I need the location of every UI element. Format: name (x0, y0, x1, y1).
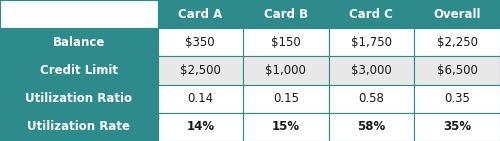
Text: Card A: Card A (178, 8, 222, 21)
Text: $150: $150 (271, 36, 300, 49)
Bar (158, 28, 243, 56)
Text: Card B: Card B (264, 8, 308, 21)
Bar (328, 56, 414, 85)
Bar (414, 0, 500, 28)
Text: 14%: 14% (186, 120, 214, 133)
Bar (0, 85, 158, 113)
Text: 15%: 15% (272, 120, 300, 133)
Text: $2,250: $2,250 (436, 36, 478, 49)
Bar (328, 0, 414, 28)
Text: $6,500: $6,500 (436, 64, 478, 77)
Bar (0, 28, 158, 56)
Bar (243, 113, 328, 141)
Bar (0, 0, 158, 28)
Bar (0, 113, 158, 141)
Text: 0.14: 0.14 (187, 92, 214, 105)
Bar (0, 56, 158, 85)
Bar (243, 56, 328, 85)
Text: Credit Limit: Credit Limit (40, 64, 118, 77)
Bar (328, 113, 414, 141)
Bar (158, 113, 243, 141)
Text: 35%: 35% (443, 120, 471, 133)
Bar (243, 28, 328, 56)
Text: $3,000: $3,000 (351, 64, 392, 77)
Text: 0.58: 0.58 (358, 92, 384, 105)
Text: 0.15: 0.15 (273, 92, 299, 105)
Text: Overall: Overall (433, 8, 481, 21)
Bar (414, 113, 500, 141)
Bar (414, 56, 500, 85)
Bar (243, 85, 328, 113)
Text: $1,750: $1,750 (351, 36, 392, 49)
Bar (328, 28, 414, 56)
Text: $2,500: $2,500 (180, 64, 220, 77)
Text: $1,000: $1,000 (266, 64, 306, 77)
Text: Utilization Rate: Utilization Rate (27, 120, 130, 133)
Text: Card C: Card C (350, 8, 393, 21)
Bar (243, 0, 328, 28)
Text: 58%: 58% (357, 120, 386, 133)
Bar (158, 56, 243, 85)
Text: 0.35: 0.35 (444, 92, 470, 105)
Text: Utilization Ratio: Utilization Ratio (25, 92, 132, 105)
Bar (328, 85, 414, 113)
Bar (414, 85, 500, 113)
Text: $350: $350 (186, 36, 215, 49)
Bar (158, 85, 243, 113)
Bar (414, 28, 500, 56)
Bar (158, 0, 243, 28)
Text: Balance: Balance (52, 36, 105, 49)
